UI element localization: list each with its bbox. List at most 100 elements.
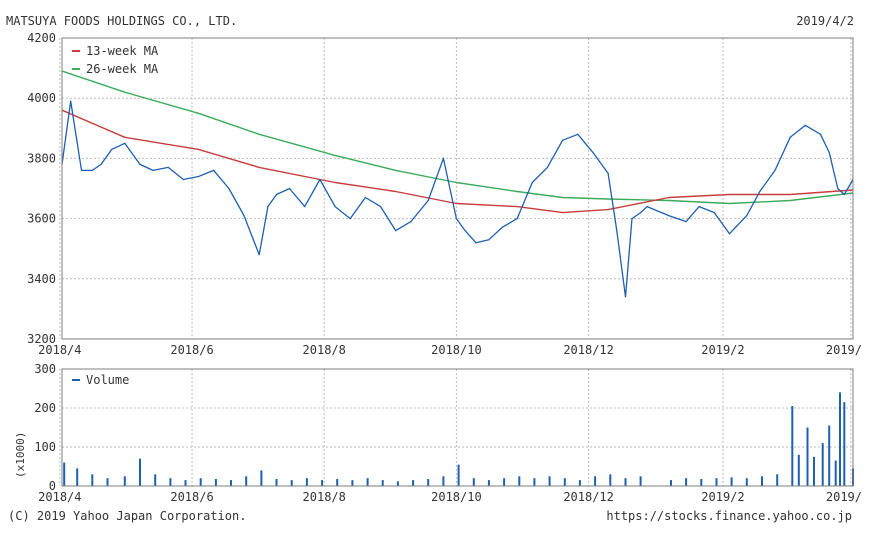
price-point — [685, 221, 687, 223]
source-url[interactable]: https://stocks.finance.yahoo.co.jp — [606, 509, 852, 523]
price-point — [213, 169, 215, 171]
volume-bar — [518, 476, 521, 487]
price-point — [70, 100, 72, 102]
volume-bar — [578, 480, 581, 486]
price-xtick-label: 2018/12 — [563, 343, 614, 357]
price-point — [349, 218, 351, 220]
volume-bar — [154, 474, 157, 486]
ma26-point — [789, 199, 791, 202]
price-point — [819, 133, 822, 135]
volume-unit-label: (x1000) — [14, 432, 27, 478]
volume-bar — [533, 478, 536, 486]
volume-bar — [791, 406, 794, 486]
price-point — [427, 199, 429, 202]
volume-bar — [730, 477, 733, 486]
volume-bar — [91, 474, 94, 486]
volume-bar — [834, 460, 837, 486]
price-point — [728, 233, 731, 235]
ma13-point — [395, 190, 397, 193]
ma13-line — [61, 109, 854, 214]
price-series-lines — [61, 70, 854, 298]
price-point — [395, 230, 397, 232]
ma26-point — [455, 181, 457, 184]
price-xtick-label: 2018/10 — [431, 343, 482, 357]
price-point — [546, 166, 549, 168]
price-y-axis-labels: 3200 3400 3600 3800 4000 4200 — [27, 31, 56, 346]
ma26-point — [607, 198, 609, 200]
price-point — [152, 169, 154, 171]
volume-bar — [700, 479, 703, 486]
volume-bar — [624, 478, 627, 486]
ma13-point — [789, 193, 791, 196]
price-ytick-label: 4000 — [27, 91, 56, 105]
price-plot-background — [62, 38, 853, 339]
price-point — [646, 206, 648, 208]
price-point — [91, 169, 93, 171]
price-point — [562, 139, 564, 141]
price-point — [197, 175, 200, 178]
volume-bar — [821, 443, 824, 486]
ma13-point — [124, 136, 126, 138]
legend-label-ma13: 13-week MA — [86, 44, 159, 58]
price-point — [837, 187, 839, 190]
price-point — [364, 196, 366, 199]
volume-xtick-label: 2019/ — [826, 490, 862, 504]
volume-bar — [260, 470, 263, 486]
volume-bar — [472, 478, 475, 486]
price-point — [139, 163, 141, 165]
legend-label-volume: Volume — [86, 373, 129, 387]
volume-plot-background — [62, 369, 853, 486]
price-point — [501, 227, 503, 229]
volume-xtick-label: 2018/12 — [563, 490, 614, 504]
price-xtick-label: 2018/4 — [38, 343, 81, 357]
price-point — [698, 206, 700, 208]
volume-bar — [843, 402, 846, 486]
volume-bar — [275, 479, 278, 486]
ma26-point — [562, 196, 564, 199]
ma13-point — [334, 181, 336, 184]
volume-bar — [214, 479, 217, 486]
price-point — [475, 242, 477, 244]
volume-bar — [745, 478, 748, 486]
price-point — [668, 215, 670, 217]
volume-bar — [715, 478, 718, 486]
price-point — [804, 124, 806, 126]
price-ytick-label: 3200 — [27, 332, 56, 346]
price-point — [442, 157, 444, 159]
volume-bar — [839, 392, 841, 486]
price-point — [607, 172, 609, 174]
price-point — [531, 181, 533, 184]
volume-ytick-label: 300 — [34, 362, 56, 376]
price-point — [577, 133, 579, 135]
price-legend: 13-week MA 26-week MA — [72, 44, 159, 76]
price-point — [616, 230, 618, 232]
volume-bar — [139, 458, 141, 486]
ma26-point — [124, 91, 126, 93]
price-point — [631, 218, 633, 220]
volume-bar — [776, 474, 779, 486]
price-point — [334, 206, 336, 208]
volume-bar — [396, 481, 399, 486]
volume-bar — [366, 478, 369, 486]
price-point — [455, 218, 457, 220]
volume-bar — [305, 478, 308, 486]
volume-bar — [503, 478, 506, 486]
price-x-axis-labels: 2018/4 2018/6 2018/8 2018/10 2018/12 2019/2 20… — [38, 343, 862, 357]
ma26-point — [668, 199, 670, 202]
volume-bar — [639, 476, 642, 487]
price-point — [789, 136, 791, 138]
volume-xtick-label: 2019/2 — [701, 490, 744, 504]
volume-bar — [290, 480, 293, 486]
volume-bar — [76, 468, 79, 486]
volume-ytick-label: 100 — [34, 440, 56, 454]
ma13-point — [258, 166, 260, 168]
volume-xtick-label: 2018/4 — [38, 490, 81, 504]
price-point — [410, 221, 412, 223]
volume-bar — [563, 478, 566, 486]
ma26-point — [728, 202, 731, 205]
ma13-point — [197, 148, 200, 150]
volume-bar — [548, 476, 551, 487]
